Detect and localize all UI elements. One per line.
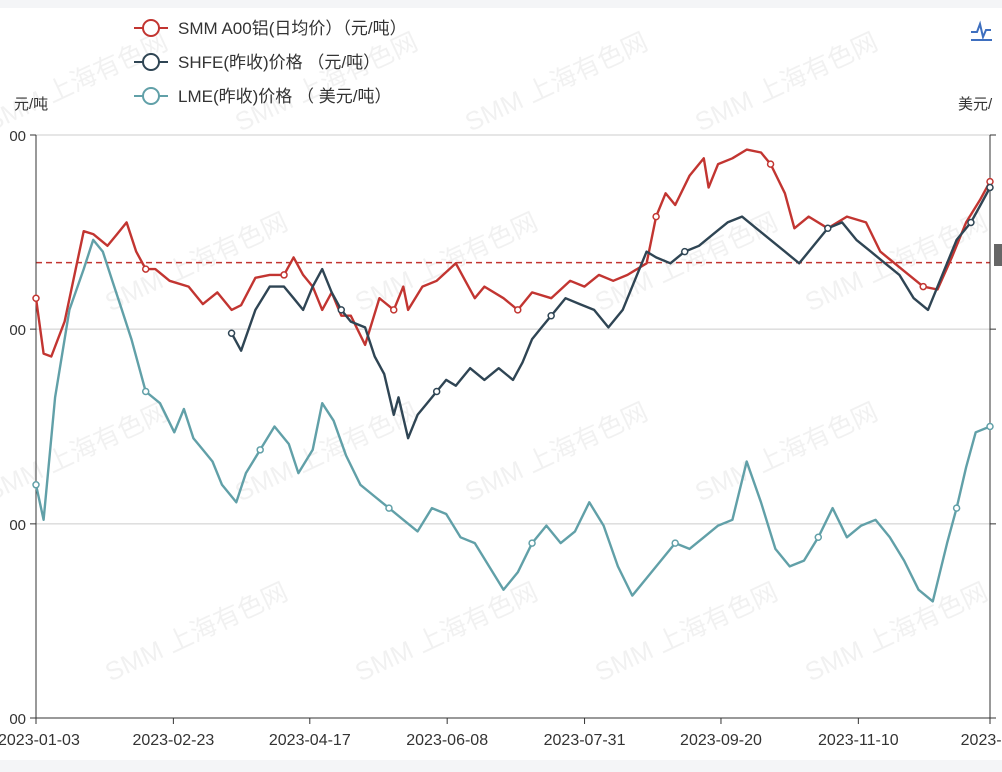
legend-label: LME(昨收)价格 （ 美元/吨） (178, 87, 391, 106)
data-point[interactable] (547, 311, 555, 320)
left-axis-tick-label: 00 (9, 322, 26, 339)
left-axis-tick-label: 00 (9, 517, 26, 534)
data-point[interactable] (814, 533, 823, 542)
data-point[interactable] (528, 539, 536, 547)
data-point[interactable] (652, 212, 660, 221)
data-point[interactable] (141, 387, 150, 396)
legend-item-shfe[interactable]: SHFE(昨收)价格 （元/吨） (134, 53, 380, 72)
right-dataZoom-handle[interactable] (994, 244, 1002, 266)
left-axis-unit: 元/吨 (14, 96, 48, 113)
data-point[interactable] (32, 481, 40, 489)
data-point[interactable] (514, 306, 522, 314)
data-point[interactable] (280, 271, 288, 279)
left-axis-tick-label: 00 (9, 711, 26, 728)
data-point[interactable] (432, 387, 441, 396)
legend-marker (142, 53, 160, 71)
x-axis-tick-label: 2023-09-20 (680, 732, 762, 749)
x-axis-tick-label: 2023-04-17 (269, 732, 351, 749)
data-point[interactable] (256, 446, 264, 454)
series-line-shfe (230, 186, 992, 440)
x-axis-tick-label: 2023-01-03 (0, 732, 80, 749)
series-layer (32, 148, 994, 603)
legend[interactable]: SMM A00铝(日均价）（元/吨） SHFE(昨收)价格 （元/吨） LME(昨收… (134, 19, 407, 106)
data-point[interactable] (766, 160, 775, 168)
x-axis-tick-label: 2023-06-08 (406, 732, 488, 749)
data-point[interactable] (32, 294, 40, 302)
series-line-smm-a00 (34, 148, 992, 358)
x-axis-tick-label: 2023-02-23 (132, 732, 214, 749)
right-axis-unit: 美元/ (958, 96, 993, 113)
data-point[interactable] (227, 329, 236, 337)
data-point[interactable] (824, 224, 832, 233)
legend-marker (142, 87, 160, 105)
axis-layer: 00 00 00 00 2023-01-03 2023-02-23 2023-04-17 20… (0, 128, 1002, 749)
legend-label: SHFE(昨收)价格 （元/吨） (178, 53, 380, 72)
legend-marker (142, 19, 160, 37)
legend-label: SMM A00铝(日均价）（元/吨） (178, 19, 407, 38)
data-point[interactable] (337, 306, 346, 314)
data-point[interactable] (952, 504, 961, 512)
data-point[interactable] (986, 183, 994, 192)
series-line-lme (34, 238, 991, 603)
data-point[interactable] (680, 247, 689, 256)
legend-item-lme[interactable]: LME(昨收)价格 （ 美元/吨） (134, 87, 391, 106)
grid-layer (36, 134, 990, 525)
data-point[interactable] (919, 282, 927, 291)
data-point[interactable] (141, 265, 150, 273)
line-chart-icon[interactable] (971, 20, 992, 41)
data-point[interactable] (967, 218, 975, 227)
data-point[interactable] (671, 539, 679, 547)
x-axis-tick-label: 2023-11-10 (818, 732, 899, 749)
data-point[interactable] (385, 504, 393, 512)
data-point[interactable] (390, 306, 398, 314)
x-axis-tick-label: 2023-12 (961, 732, 1002, 749)
left-axis-tick-label: 00 (9, 128, 26, 145)
chart-background (0, 8, 1002, 760)
legend-item-smm-a00[interactable]: SMM A00铝(日均价）（元/吨） (134, 19, 407, 38)
x-axis-tick-label: 2023-07-31 (544, 732, 626, 749)
data-point[interactable] (986, 422, 994, 431)
